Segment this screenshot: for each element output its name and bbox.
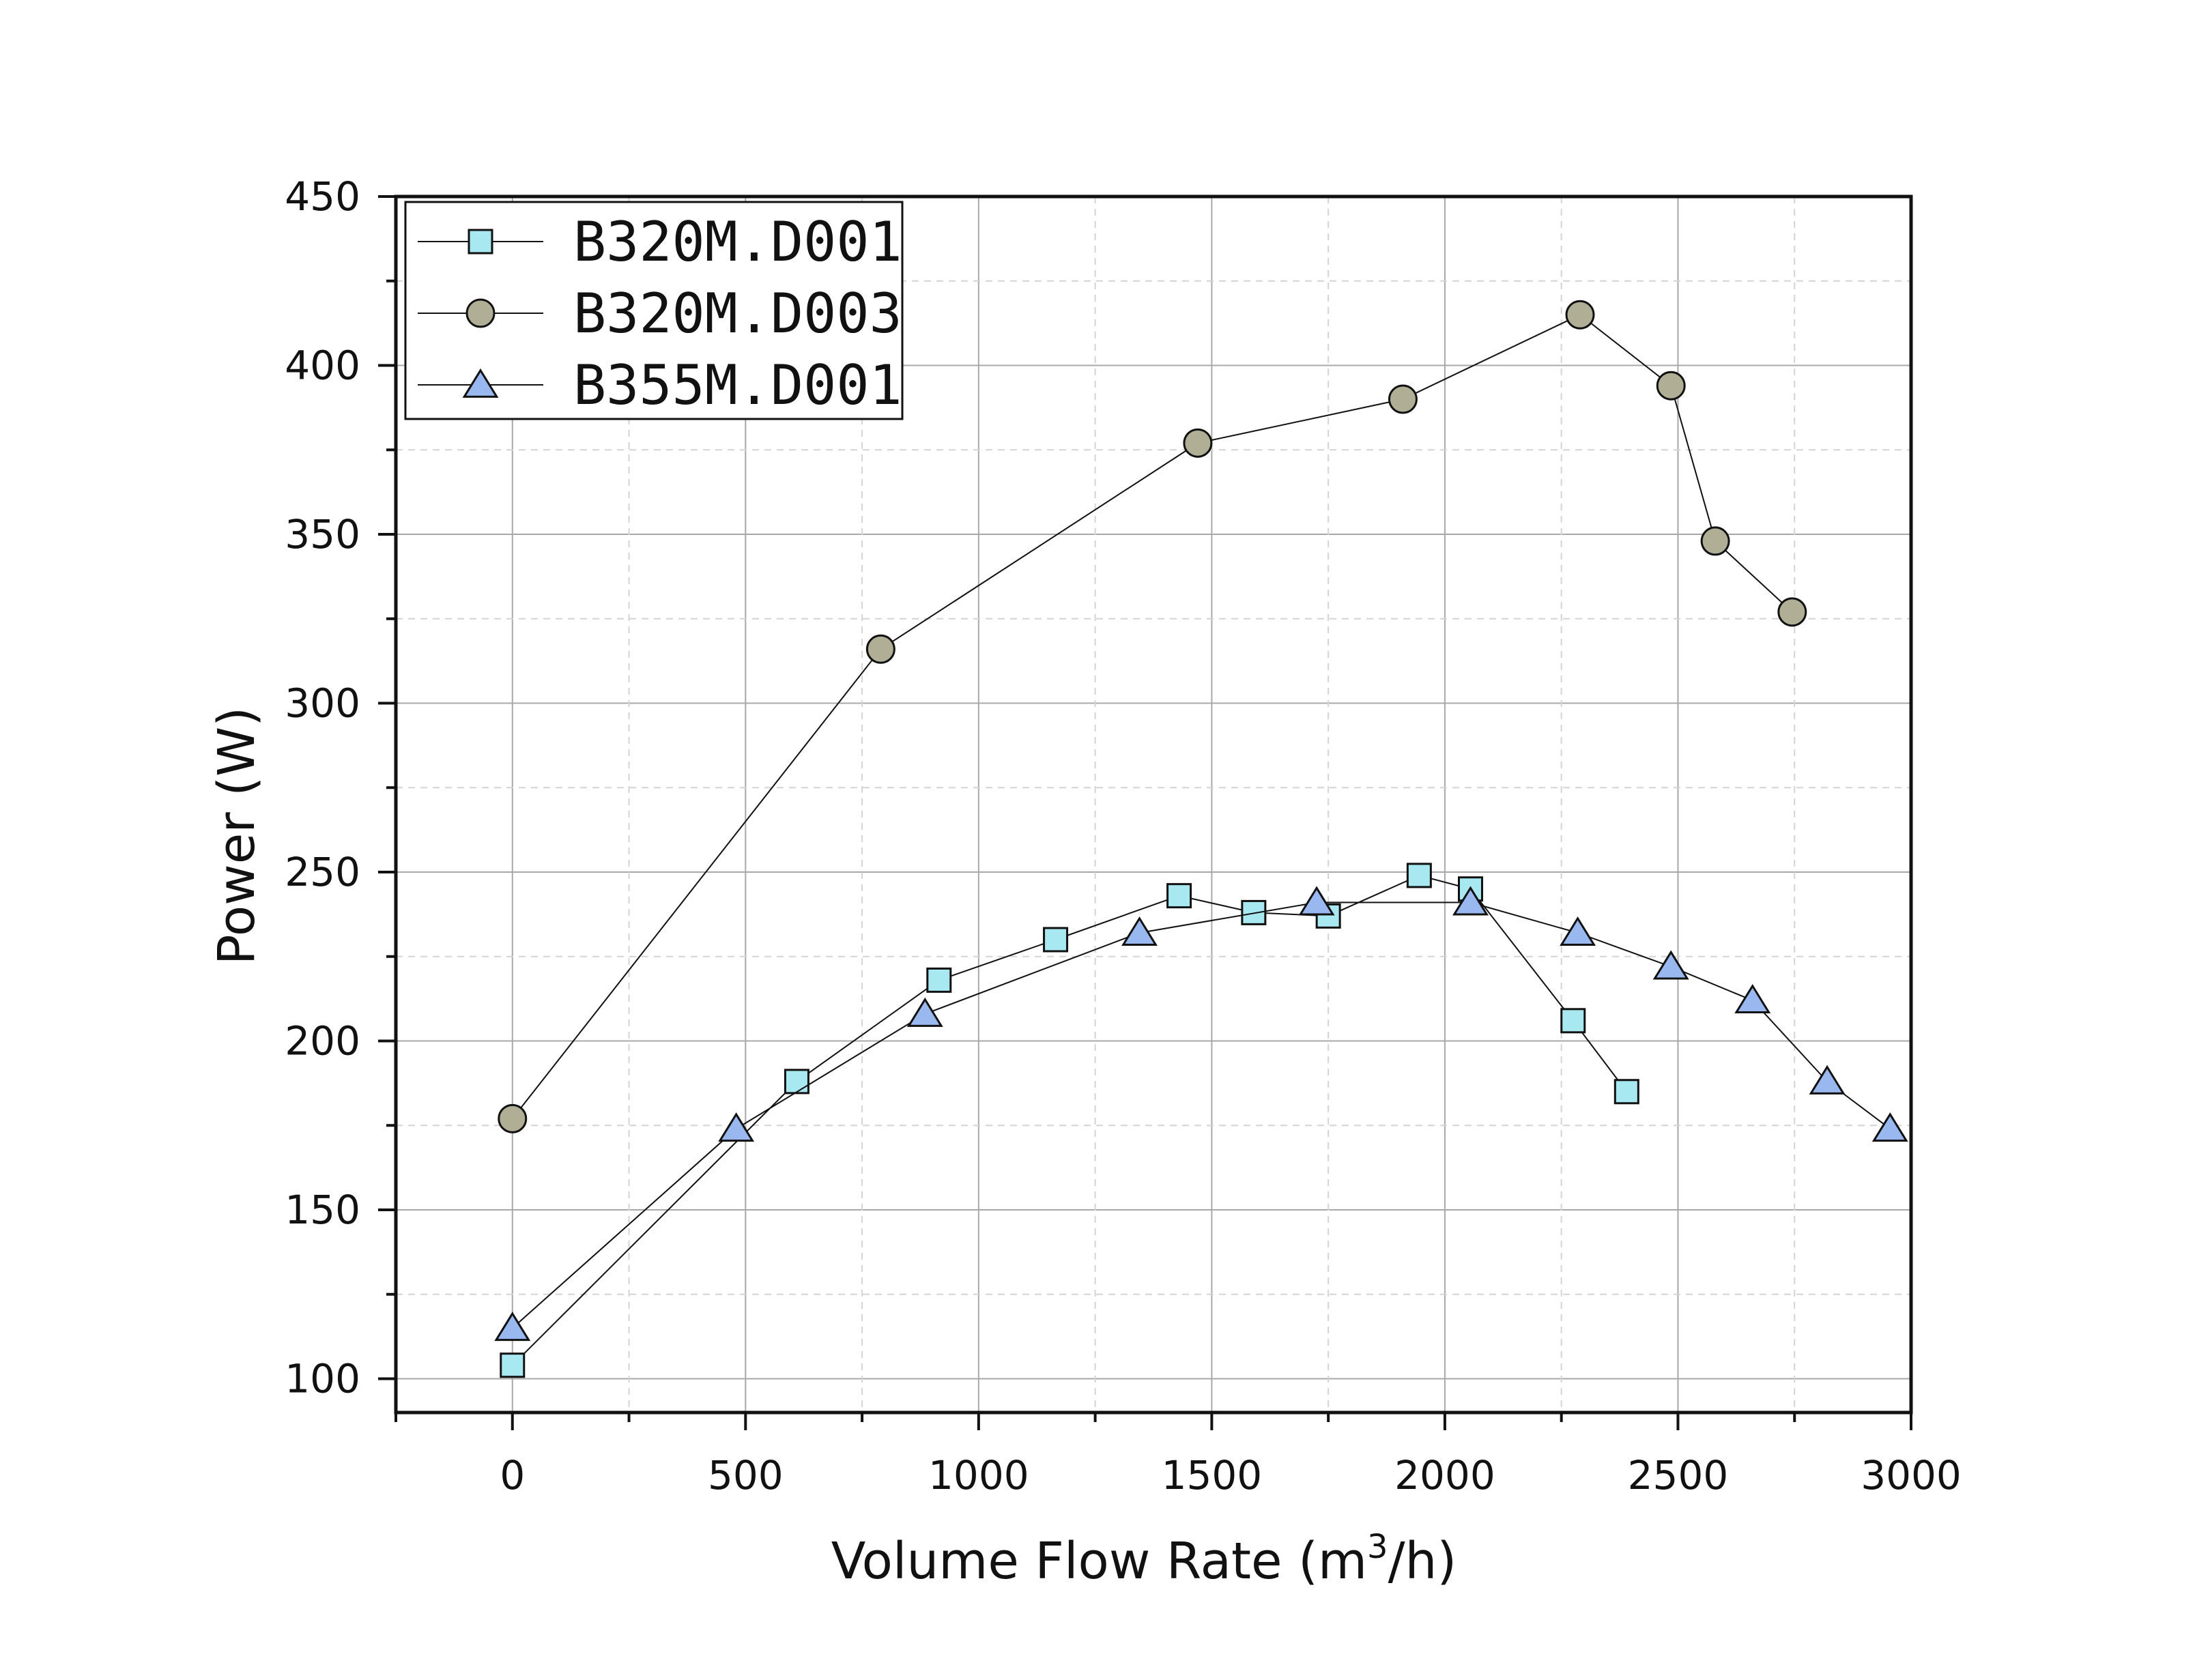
data-point-square bbox=[1166, 883, 1192, 909]
y-tick-label: 100 bbox=[285, 1356, 360, 1402]
data-point-triangle bbox=[1734, 983, 1771, 1014]
x-axis-title-suffix: /h) bbox=[1388, 1532, 1457, 1591]
legend-item-B320M.D003: B320M.D003 bbox=[418, 282, 902, 345]
data-point-square bbox=[1560, 1008, 1586, 1034]
y-tick-label: 200 bbox=[285, 1018, 360, 1065]
data-point-triangle bbox=[1809, 1065, 1846, 1095]
data-point-triangle bbox=[718, 1112, 755, 1142]
plot-frame bbox=[394, 194, 1913, 1415]
y-tick-label: 350 bbox=[285, 511, 360, 557]
data-point-square bbox=[784, 1069, 809, 1095]
y-tick-label: 300 bbox=[285, 680, 360, 727]
data-point-triangle bbox=[1871, 1112, 1908, 1142]
data-point-circle bbox=[498, 1103, 528, 1133]
y-axis-title: Power (W) bbox=[207, 707, 266, 965]
data-point-triangle bbox=[494, 1312, 531, 1342]
x-tick-label: 2000 bbox=[1394, 1452, 1495, 1498]
series-line-square bbox=[512, 874, 1628, 1366]
x-tick-label: 3000 bbox=[1861, 1452, 1962, 1498]
legend-marker-triangle bbox=[462, 368, 499, 398]
data-point-square bbox=[1406, 863, 1432, 888]
legend-label: B320M.D003 bbox=[573, 282, 902, 345]
data-point-square bbox=[1613, 1079, 1639, 1105]
data-point-circle bbox=[1700, 526, 1730, 556]
tick-labels: 0 500 1000 1500 2000 2500 3000 100 150 200 250 300 3… bbox=[285, 173, 1962, 1498]
data-point-circle bbox=[1388, 384, 1418, 414]
x-tick-label: 0 bbox=[500, 1452, 525, 1498]
y-tick-label: 450 bbox=[285, 173, 360, 220]
data-point-triangle bbox=[1652, 950, 1689, 980]
x-tick-label: 1000 bbox=[928, 1452, 1029, 1498]
x-tick-label: 1500 bbox=[1162, 1452, 1263, 1498]
y-tick-label: 250 bbox=[285, 849, 360, 895]
series-layer bbox=[494, 300, 1908, 1378]
grid bbox=[396, 196, 1912, 1413]
data-point-circle bbox=[1565, 300, 1595, 330]
data-point-circle bbox=[1777, 597, 1807, 627]
legend-item-B320M.D001: B320M.D001 bbox=[418, 210, 902, 274]
data-point-triangle bbox=[1452, 886, 1489, 916]
y-tick-label: 400 bbox=[285, 343, 360, 389]
data-point-triangle bbox=[906, 997, 943, 1027]
data-point-circle bbox=[865, 634, 895, 664]
x-axis-title-superscript: 3 bbox=[1367, 1528, 1388, 1566]
series-B320M.D001 bbox=[500, 863, 1639, 1378]
x-axis-title-prefix: Volume Flow Rate (m bbox=[831, 1532, 1367, 1591]
data-point-triangle bbox=[1560, 916, 1596, 946]
legend-label: B355M.D001 bbox=[573, 353, 902, 417]
legend-marker-circle bbox=[465, 298, 496, 328]
legend: B320M.D001 B320M.D003 B355M.D001 bbox=[404, 201, 904, 420]
y-tick-label: 150 bbox=[285, 1187, 360, 1233]
series-line-circle bbox=[511, 314, 1793, 1119]
series-B355M.D001 bbox=[494, 886, 1908, 1342]
data-point-circle bbox=[1183, 428, 1213, 458]
data-point-triangle bbox=[1121, 916, 1158, 946]
legend-item-B355M.D001: B355M.D001 bbox=[418, 353, 902, 417]
data-point-circle bbox=[1656, 371, 1686, 401]
data-point-triangle bbox=[1298, 886, 1335, 916]
data-point-square bbox=[926, 967, 952, 993]
axes bbox=[378, 194, 1913, 1430]
x-tick-label: 500 bbox=[708, 1452, 784, 1498]
series-line-triangle bbox=[512, 901, 1891, 1329]
data-point-square bbox=[1043, 927, 1069, 953]
legend-marker-square bbox=[468, 229, 493, 255]
legend-label: B320M.D001 bbox=[573, 210, 902, 274]
data-point-square bbox=[500, 1352, 526, 1378]
x-tick-label: 2500 bbox=[1628, 1452, 1729, 1498]
x-axis-title: Volume Flow Rate (m3/h) bbox=[831, 1528, 1457, 1591]
series-B320M.D003 bbox=[498, 300, 1807, 1133]
